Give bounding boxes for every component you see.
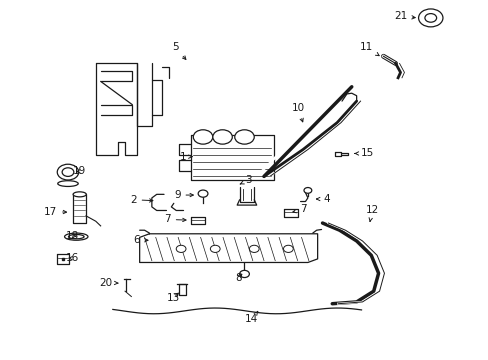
Text: 20: 20 — [99, 278, 118, 288]
Text: 7: 7 — [292, 204, 305, 215]
Text: 9: 9 — [174, 190, 193, 200]
Text: 2: 2 — [130, 195, 153, 205]
Text: 14: 14 — [244, 311, 258, 324]
Text: 15: 15 — [354, 148, 373, 158]
Text: 4: 4 — [316, 194, 329, 204]
Circle shape — [193, 130, 212, 144]
Circle shape — [239, 270, 249, 278]
Circle shape — [57, 164, 79, 180]
Ellipse shape — [58, 181, 78, 186]
Circle shape — [283, 245, 293, 252]
Circle shape — [424, 14, 436, 22]
Text: 21: 21 — [393, 12, 414, 22]
Text: 3: 3 — [240, 175, 252, 185]
Ellipse shape — [64, 233, 88, 240]
Text: 13: 13 — [167, 293, 180, 303]
Text: 7: 7 — [164, 215, 185, 224]
Text: 18: 18 — [66, 231, 80, 241]
Circle shape — [176, 245, 185, 252]
Text: 11: 11 — [359, 42, 378, 56]
Circle shape — [304, 188, 311, 193]
Text: 16: 16 — [66, 253, 80, 263]
Ellipse shape — [68, 234, 84, 239]
Circle shape — [418, 9, 442, 27]
Text: 17: 17 — [44, 207, 66, 217]
Circle shape — [249, 245, 259, 252]
Text: 6: 6 — [133, 235, 148, 245]
Text: 19: 19 — [73, 166, 86, 176]
Text: 5: 5 — [172, 42, 185, 59]
Circle shape — [210, 245, 220, 252]
Circle shape — [212, 130, 232, 144]
Circle shape — [198, 190, 207, 197]
Circle shape — [62, 168, 74, 176]
Text: 8: 8 — [235, 273, 242, 283]
Ellipse shape — [73, 192, 86, 197]
Circle shape — [234, 130, 254, 144]
Text: 10: 10 — [291, 103, 304, 122]
Text: 1: 1 — [180, 152, 192, 162]
Text: 12: 12 — [365, 206, 378, 221]
